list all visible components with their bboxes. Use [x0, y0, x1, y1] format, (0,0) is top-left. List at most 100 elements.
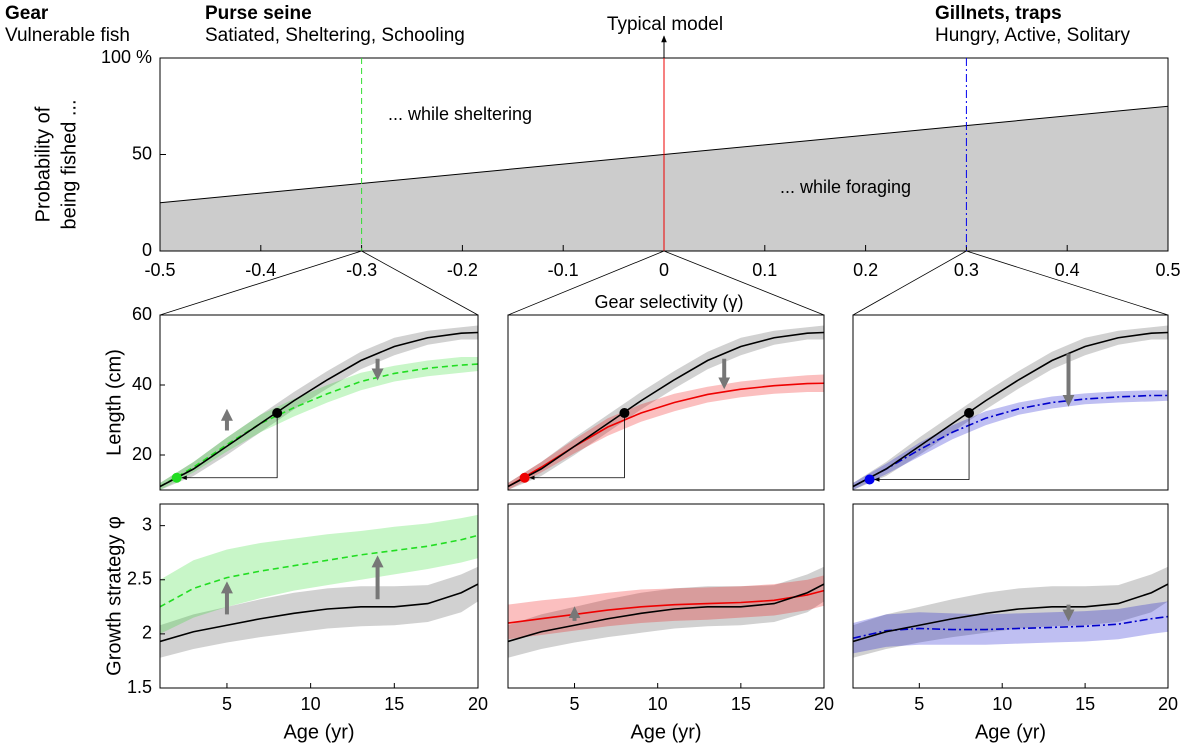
- y-axis-label: Growth strategy φ: [103, 516, 125, 676]
- header-text: Typical model: [607, 14, 723, 35]
- confidence-band: [508, 374, 824, 490]
- point: [964, 408, 975, 418]
- confidence-band: [853, 325, 1168, 490]
- header-text: Gear: [5, 3, 49, 24]
- plot-frame: [852, 503, 1169, 689]
- maturity-guide: [529, 413, 625, 480]
- confidence-band: [160, 514, 478, 634]
- plot-area: [508, 325, 824, 490]
- maturity-guide: [874, 413, 970, 482]
- y-axis-label: being fished ...: [58, 99, 80, 229]
- x-tick-label: 10: [648, 694, 668, 714]
- y-tick-label: 60: [132, 304, 152, 324]
- panel: 20 40 60 Length (cm): [103, 304, 479, 491]
- y-tick-label: 40: [132, 374, 152, 394]
- header-text: Hungry, Active, Solitary: [935, 25, 1131, 46]
- x-tick-label: 20: [1158, 694, 1178, 714]
- plot-frame: [159, 314, 479, 491]
- x-tick-label: 5: [570, 694, 580, 714]
- x-tick-label: 15: [384, 694, 404, 714]
- x-axis-label: Age (yr): [283, 721, 354, 743]
- x-tick-label: 0.2: [853, 260, 878, 280]
- zoom-line: [159, 250, 362, 316]
- plot-frame: [159, 503, 479, 689]
- x-tick-label: -0.3: [346, 260, 377, 280]
- x-tick-label: 15: [1075, 694, 1095, 714]
- x-tick-label: 0.4: [1055, 260, 1080, 280]
- x-tick-label: 0: [659, 260, 669, 280]
- x-tick-label: -0.5: [144, 260, 175, 280]
- series-line: [853, 615, 1168, 639]
- x-axis-label: Gear selectivity (γ): [594, 292, 743, 312]
- confidence-band: [160, 566, 478, 658]
- annotation: ... while sheltering: [388, 104, 532, 124]
- confidence-band: [853, 566, 1168, 658]
- series-line: [160, 534, 478, 608]
- panel: [852, 314, 1169, 491]
- series-line: [853, 394, 1168, 488]
- confidence-band: [853, 390, 1168, 490]
- panel: 1.5 2 2.5 3 5 10 15 20 Growth strategy φ Age (yr): [103, 503, 488, 743]
- y-axis-label: Probability of: [32, 106, 54, 222]
- x-tick-label: -0.4: [245, 260, 276, 280]
- y-tick-label: 2: [142, 623, 152, 643]
- x-tick-label: 15: [731, 694, 751, 714]
- zoom-line: [852, 250, 967, 316]
- series-line: [508, 583, 824, 643]
- plot-frame: [507, 314, 825, 491]
- header-text: Purse seine: [205, 3, 312, 24]
- point: [171, 472, 182, 483]
- confidence-band: [160, 357, 478, 490]
- panel: 5 10 15 20 Age (yr): [507, 503, 834, 743]
- x-tick-label: -0.1: [548, 260, 579, 280]
- plot-area: [508, 566, 824, 658]
- plot-area: [853, 325, 1168, 490]
- zoom-line: [507, 250, 665, 316]
- y-tick-label: 20: [132, 444, 152, 464]
- header-text: Satiated, Sheltering, Schooling: [205, 25, 465, 46]
- point: [272, 408, 283, 418]
- plot-frame: [507, 503, 825, 689]
- plot-frame: [852, 314, 1169, 491]
- x-tick-label: 5: [222, 694, 232, 714]
- x-tick-label: 20: [814, 694, 834, 714]
- zoom-line: [663, 250, 825, 316]
- y-tick-label: 0: [142, 240, 152, 260]
- panel: [507, 314, 825, 491]
- panel: 5 10 15 20 Age (yr): [852, 503, 1178, 743]
- x-tick-label: 0.3: [954, 260, 979, 280]
- annotation: ... while foraging: [780, 177, 911, 197]
- y-tick-label: 2.5: [127, 569, 152, 589]
- y-tick-label: 1.5: [127, 677, 152, 697]
- plot-area: [160, 514, 478, 658]
- zoom-line: [966, 250, 1169, 316]
- point: [619, 408, 630, 418]
- plot-area: [853, 566, 1168, 658]
- series-line: [160, 363, 478, 488]
- confidence-band: [508, 325, 824, 490]
- series-line: [160, 583, 478, 643]
- x-tick-label: 5: [914, 694, 924, 714]
- x-tick-label: 0.5: [1155, 260, 1180, 280]
- y-tick-label: 50: [132, 143, 152, 163]
- confidence-band: [508, 566, 824, 658]
- series-line: [508, 331, 824, 488]
- confidence-band: [160, 325, 478, 490]
- maturity-guide: [181, 413, 278, 480]
- x-tick-label: 10: [301, 694, 321, 714]
- series-line: [853, 583, 1168, 643]
- plot-area: [160, 325, 478, 490]
- x-axis-label: Age (yr): [630, 721, 701, 743]
- series-line: [160, 331, 478, 488]
- y-tick-label: 3: [142, 514, 152, 534]
- x-tick-label: -0.2: [447, 260, 478, 280]
- x-tick-label: 0.1: [752, 260, 777, 280]
- header-text: Gillnets, traps: [935, 3, 1062, 24]
- x-tick-label: 20: [468, 694, 488, 714]
- x-axis-label: Age (yr): [975, 721, 1046, 743]
- y-tick-label: 100 %: [101, 47, 152, 67]
- series-line: [508, 589, 824, 624]
- zoom-line: [361, 250, 479, 316]
- y-axis-label: Length (cm): [103, 349, 125, 456]
